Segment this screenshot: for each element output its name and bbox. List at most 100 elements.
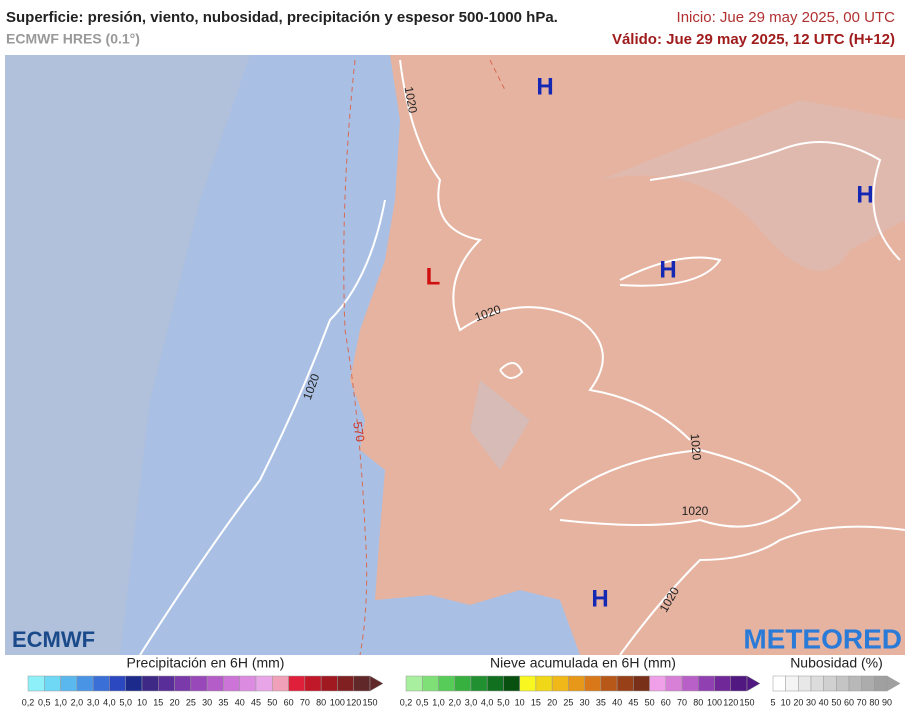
legend-label: 25 <box>186 697 196 707</box>
legend-label: 40 <box>612 697 622 707</box>
legend-label: 5,0 <box>119 697 132 707</box>
legend-label: 20 <box>170 697 180 707</box>
legend-swatch <box>714 675 732 692</box>
legend-title: Nubosidad (%) <box>790 655 883 671</box>
isobar-label: 1020 <box>688 433 704 461</box>
legend-swatch <box>92 675 110 692</box>
legend-swatch <box>158 675 175 692</box>
legend-swatch <box>141 675 159 692</box>
legend-label: 150 <box>739 697 754 707</box>
legend-swatch <box>772 675 786 692</box>
legend-swatch <box>600 675 618 692</box>
legend-swatch <box>785 675 799 692</box>
legend-label: 40 <box>819 697 829 707</box>
legend-swatch <box>568 675 585 692</box>
legend-label: 0,2 <box>22 697 35 707</box>
valid-time: Válido: Jue 29 may 2025, 12 UTC (H+12) <box>612 31 895 48</box>
legend-swatch <box>320 675 338 692</box>
map <box>5 55 905 655</box>
legend-label: 1,0 <box>54 697 67 707</box>
legend-label: 15 <box>531 697 541 707</box>
legend-label: 3,0 <box>465 697 478 707</box>
legend-swatch <box>633 675 650 692</box>
legend-swatch <box>503 675 520 692</box>
legend-swatch <box>421 675 439 692</box>
legend-label: 50 <box>645 697 655 707</box>
legend-swatch <box>470 675 488 692</box>
pressure-center: H <box>591 585 608 612</box>
legend-label: 50 <box>267 697 277 707</box>
legend-swatch <box>44 675 61 692</box>
legend-swatch <box>223 675 240 692</box>
legend-label: 20 <box>793 697 803 707</box>
legend-swatch <box>255 675 273 692</box>
legend-arrow <box>746 675 761 692</box>
legend-arrow <box>369 675 384 692</box>
legend-swatch <box>272 675 289 692</box>
legend-label: 35 <box>218 697 228 707</box>
legend-swatch <box>454 675 472 692</box>
legend-label: 60 <box>661 697 671 707</box>
legend-swatch <box>584 675 602 692</box>
legend-label: 80 <box>869 697 879 707</box>
legend-swatch <box>730 675 748 692</box>
legend-label: 1,0 <box>432 697 445 707</box>
legend-label: 2,0 <box>71 697 84 707</box>
legend-label: 70 <box>677 697 687 707</box>
legend-title: Precipitación en 6H (mm) <box>127 655 285 671</box>
legend-label: 0,2 <box>400 697 413 707</box>
legend-swatch <box>649 675 667 692</box>
legend-label: 45 <box>628 697 638 707</box>
legend-swatch <box>681 675 699 692</box>
legend-label: 0,5 <box>416 697 429 707</box>
legend-label: 0,5 <box>38 697 51 707</box>
legend-label: 20 <box>547 697 557 707</box>
legend-label: 15 <box>153 697 163 707</box>
legend-label: 30 <box>202 697 212 707</box>
init-time: Inicio: Jue 29 may 2025, 00 UTC <box>677 9 896 26</box>
model: ECMWF HRES (0.1°) <box>6 31 140 47</box>
legend-label: 80 <box>693 697 703 707</box>
legend-swatch <box>125 675 143 692</box>
legend-swatch <box>76 675 94 692</box>
legend-swatch <box>616 675 634 692</box>
legend-swatch <box>848 675 862 692</box>
isobar-label: 1020 <box>682 504 709 518</box>
legend-label: 5,0 <box>497 697 510 707</box>
legend-label: 25 <box>563 697 573 707</box>
isobar-label: 1020 <box>402 85 420 114</box>
legend-swatch <box>174 675 192 692</box>
title: Superficie: presión, viento, nubosidad, … <box>6 9 558 26</box>
legend-label: 120 <box>723 697 738 707</box>
legend-swatch <box>798 675 812 692</box>
pressure-center: L <box>426 263 441 290</box>
legend-label: 10 <box>781 697 791 707</box>
legend-swatch <box>823 675 837 692</box>
legend-label: 35 <box>596 697 606 707</box>
legend-label: 60 <box>844 697 854 707</box>
legend-swatch <box>353 675 371 692</box>
thickness-label: 570 <box>350 421 367 443</box>
legend-swatch <box>874 675 888 692</box>
legend-label: 100 <box>707 697 722 707</box>
legend-label: 5 <box>770 697 775 707</box>
pressure-center: H <box>659 256 676 283</box>
legend-label: 50 <box>831 697 841 707</box>
legend-label: 10 <box>515 697 525 707</box>
legend-label: 80 <box>316 697 326 707</box>
legend-label: 90 <box>882 697 892 707</box>
legends: Precipitación en 6H (mm)0,2 0,5 1,0 2,0 3,0 4… <box>22 655 901 707</box>
legend-arrow <box>886 675 901 692</box>
legend-swatch <box>698 675 715 692</box>
ecmwf-logo: ECMWF <box>12 627 95 652</box>
meteored-logo: METEORED <box>743 623 902 654</box>
legend-label: 4,0 <box>103 697 116 707</box>
legend-label: 30 <box>806 697 816 707</box>
legend-swatch <box>810 675 824 692</box>
legend-label: 150 <box>362 697 377 707</box>
legend-label: 2,0 <box>448 697 461 707</box>
pressure-center: H <box>536 73 553 100</box>
legend-swatch <box>239 675 257 692</box>
